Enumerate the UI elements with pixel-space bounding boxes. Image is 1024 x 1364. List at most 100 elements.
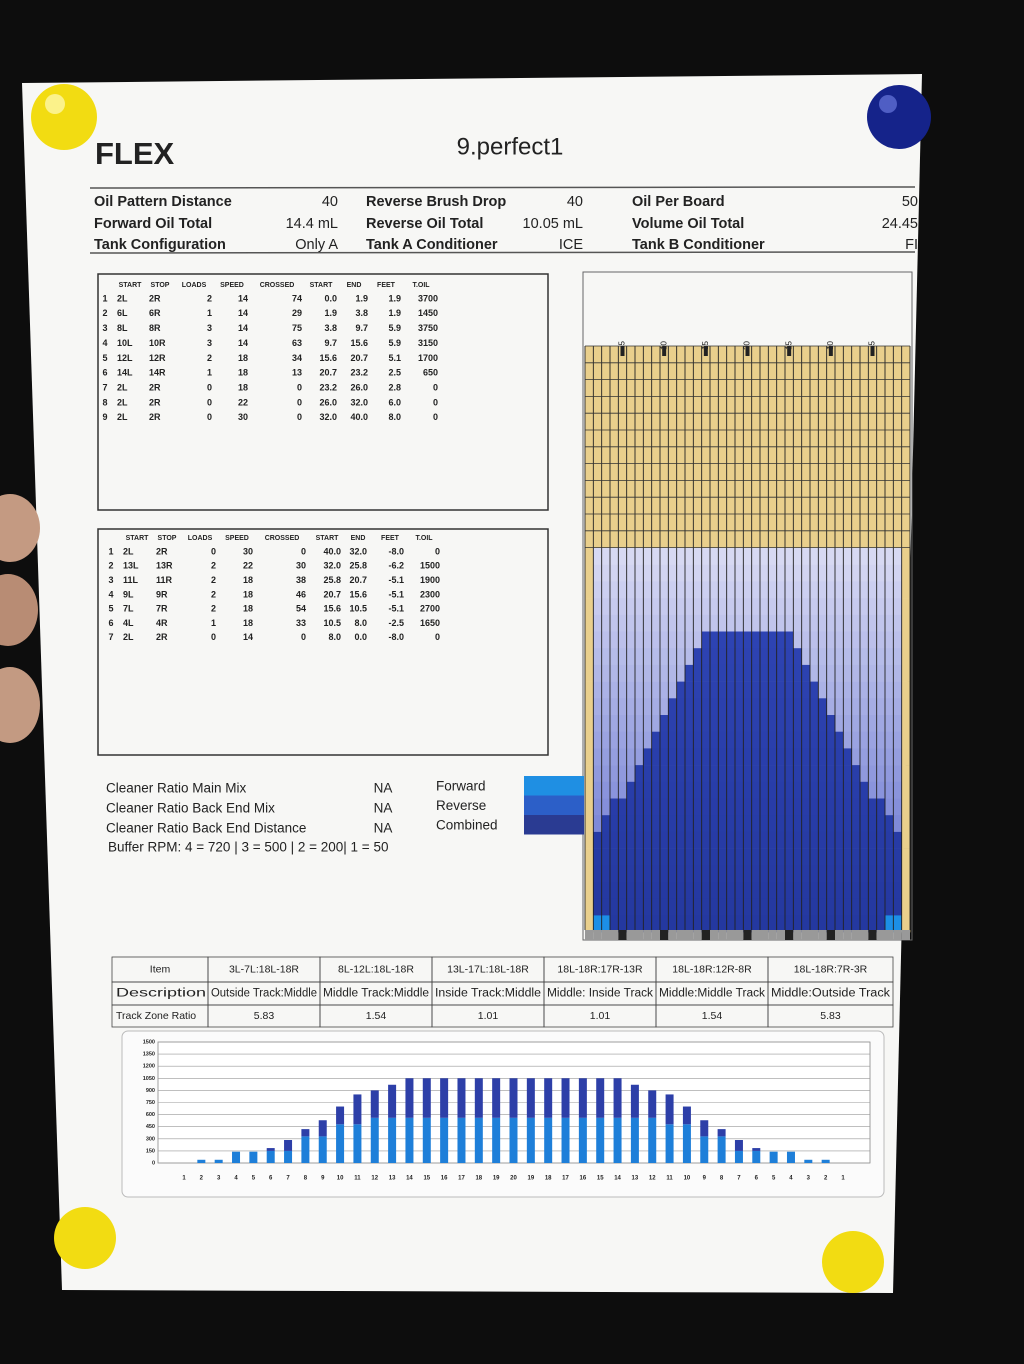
lane-cell	[860, 548, 869, 565]
lane-cell	[818, 648, 827, 666]
lane-cell	[626, 698, 636, 716]
table-cell: 18	[243, 618, 253, 628]
lane-cell	[626, 882, 636, 899]
lane-cell	[776, 865, 786, 883]
lane-cell	[810, 598, 819, 616]
lane-cell	[618, 831, 627, 849]
lane-cell	[693, 898, 702, 916]
lane-cell	[885, 798, 894, 816]
lane-cell	[601, 548, 611, 565]
summary-value: 40	[322, 194, 338, 210]
foul-mark	[893, 930, 902, 940]
lane-cell	[818, 848, 827, 866]
table-cell: 10L	[117, 338, 133, 348]
lane-cell	[768, 548, 777, 565]
foul-mark	[635, 930, 644, 940]
lane-cell	[635, 815, 644, 833]
lane-cell	[610, 765, 619, 783]
track-zone-cell: 1.54	[366, 1010, 387, 1022]
cleaner-value: NA	[374, 781, 393, 796]
lane-cell	[660, 765, 669, 783]
lane-cell	[776, 915, 786, 933]
lane-cell	[635, 748, 644, 766]
lane-cell	[701, 898, 711, 916]
table-cell: 0	[301, 546, 306, 556]
lane-cell	[685, 882, 694, 899]
lane-cell	[776, 898, 786, 916]
lane-cell	[818, 865, 827, 883]
lane-cell	[610, 898, 619, 916]
lane-cell	[785, 865, 794, 883]
lane-cell	[785, 681, 794, 699]
lane-cell	[810, 815, 819, 833]
lane-cell	[826, 564, 836, 582]
foul-mark	[901, 930, 910, 940]
summary-value: 50	[902, 194, 918, 210]
lane-cell	[893, 748, 902, 766]
lane-cell	[776, 648, 786, 666]
x-tick-label: 18	[545, 1176, 552, 1182]
table-cell: 12L	[117, 353, 133, 363]
lane-cell	[610, 748, 619, 766]
table-cell: 2R	[156, 632, 168, 642]
lane-cell	[626, 748, 636, 766]
lane-cell	[768, 798, 777, 816]
lane-cell	[868, 882, 877, 899]
lane-cell	[818, 882, 827, 899]
lane-cell	[585, 564, 594, 582]
lane-cell	[651, 915, 661, 933]
lane-cell	[735, 564, 744, 582]
lane-cell	[768, 915, 777, 933]
table-cell: 13	[292, 368, 302, 378]
table-cell: 9.7	[355, 323, 368, 333]
lane-cell	[676, 664, 686, 682]
summary-value: ICE	[559, 237, 584, 253]
table-cell: 4L	[123, 618, 134, 628]
column-header: STOP	[151, 282, 170, 289]
lane-cell	[618, 548, 627, 565]
lane-cell	[826, 815, 836, 833]
lane-cell	[826, 748, 836, 766]
foul-mark	[768, 930, 777, 940]
lane-cell	[818, 898, 827, 916]
lane-cell	[860, 715, 869, 732]
table-cell: 14	[243, 632, 253, 642]
lane-cell	[826, 631, 836, 649]
lane-cell	[801, 898, 811, 916]
bar-segment	[440, 1078, 449, 1118]
lane-cell	[676, 781, 686, 799]
table-cell: 0	[433, 412, 438, 422]
lane-cell	[626, 715, 636, 732]
lane-cell	[718, 781, 727, 799]
table-cell: 3150	[418, 338, 438, 348]
lane-cell	[810, 915, 819, 933]
table-cell: 20.7	[350, 353, 368, 363]
lane-cell	[768, 848, 777, 866]
lane-cell	[743, 915, 752, 933]
lane-cell	[635, 798, 644, 816]
summary-value: Only A	[295, 237, 338, 253]
lane-cell	[876, 564, 886, 582]
content: Oil Pattern Distance 40 Reverse Brush Drop…	[94, 194, 918, 1182]
lane-cell	[751, 748, 761, 766]
lane-cell	[768, 564, 777, 582]
lane-cell	[876, 915, 886, 933]
lane-cell	[643, 598, 652, 616]
lane-cell	[793, 548, 802, 565]
lane-cell	[635, 581, 644, 599]
bar-segment	[422, 1117, 431, 1163]
lane-cell	[793, 731, 802, 749]
lane-cell	[585, 698, 594, 716]
lane-cell	[801, 564, 811, 582]
lane-cell	[776, 581, 786, 599]
cleaner-value: NA	[374, 821, 393, 836]
lane-cell	[618, 898, 627, 916]
summary-label: Tank Configuration	[94, 237, 226, 253]
lane-cell	[810, 748, 819, 766]
column-header: STOP	[158, 535, 177, 542]
lane-cell	[601, 748, 611, 766]
lane-cell	[860, 631, 869, 649]
lane-cell	[601, 664, 611, 682]
lane-cell	[701, 581, 711, 599]
lane-cell	[660, 715, 669, 732]
